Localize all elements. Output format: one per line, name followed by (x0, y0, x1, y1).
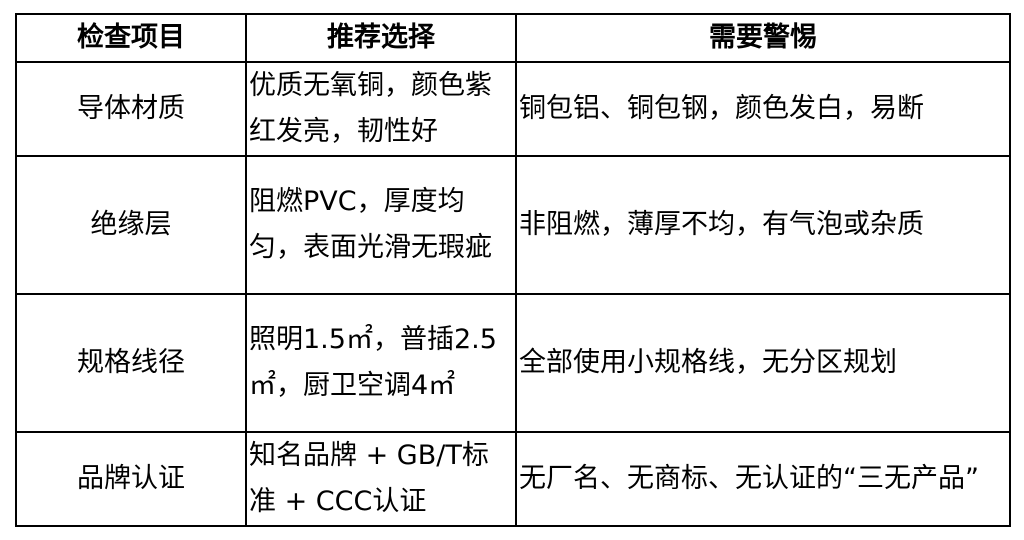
recommend-cell: 优质无氧铜，颜色紫红发亮，韧性好 (245, 61, 517, 157)
beware-cell: 无厂名、无商标、无认证的“三无产品” (515, 431, 1011, 527)
item-cell: 绝缘层 (15, 155, 247, 295)
beware-cell: 铜包铝、铜包钢，颜色发白，易断 (515, 61, 1011, 157)
recommend-cell: 照明1.5㎡，普插2.5㎡，厨卫空调4㎡ (245, 293, 517, 433)
item-cell: 品牌认证 (15, 431, 247, 527)
item-cell: 导体材质 (15, 61, 247, 157)
table-row: 绝缘层 阻燃PVC，厚度均匀，表面光滑无瑕疵 非阻燃，薄厚不均，有气泡或杂质 (15, 155, 1011, 295)
header-recommend: 推荐选择 (245, 13, 517, 63)
recommend-cell: 知名品牌 + GB/T标准 + CCC认证 (245, 431, 517, 527)
item-cell: 规格线径 (15, 293, 247, 433)
table-row: 规格线径 照明1.5㎡，普插2.5㎡，厨卫空调4㎡ 全部使用小规格线，无分区规划 (15, 293, 1011, 433)
header-row: 检查项目 推荐选择 需要警惕 (15, 13, 1011, 63)
table-row: 导体材质 优质无氧铜，颜色紫红发亮，韧性好 铜包铝、铜包钢，颜色发白，易断 (15, 61, 1011, 157)
beware-cell: 全部使用小规格线，无分区规划 (515, 293, 1011, 433)
header-item: 检查项目 (15, 13, 247, 63)
beware-cell: 非阻燃，薄厚不均，有气泡或杂质 (515, 155, 1011, 295)
wire-inspection-table: 检查项目 推荐选择 需要警惕 导体材质 优质无氧铜，颜色紫红发亮，韧性好 铜包铝… (15, 13, 1011, 527)
recommend-cell: 阻燃PVC，厚度均匀，表面光滑无瑕疵 (245, 155, 517, 295)
header-beware: 需要警惕 (515, 13, 1011, 63)
table-row: 品牌认证 知名品牌 + GB/T标准 + CCC认证 无厂名、无商标、无认证的“… (15, 431, 1011, 527)
